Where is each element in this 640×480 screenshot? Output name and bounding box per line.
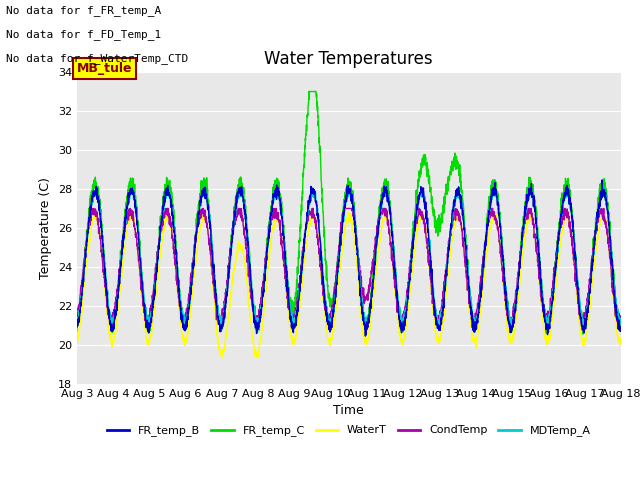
Text: No data for f_FD_Temp_1: No data for f_FD_Temp_1 — [6, 29, 162, 40]
Title: Water Temperatures: Water Temperatures — [264, 49, 433, 68]
Legend: FR_temp_B, FR_temp_C, WaterT, CondTemp, MDTemp_A: FR_temp_B, FR_temp_C, WaterT, CondTemp, … — [102, 421, 595, 441]
Text: No data for f_FR_temp_A: No data for f_FR_temp_A — [6, 5, 162, 16]
Y-axis label: Temperature (C): Temperature (C) — [39, 177, 52, 279]
Text: MB_tule: MB_tule — [77, 62, 132, 75]
Text: No data for f_WaterTemp_CTD: No data for f_WaterTemp_CTD — [6, 53, 189, 64]
X-axis label: Time: Time — [333, 405, 364, 418]
